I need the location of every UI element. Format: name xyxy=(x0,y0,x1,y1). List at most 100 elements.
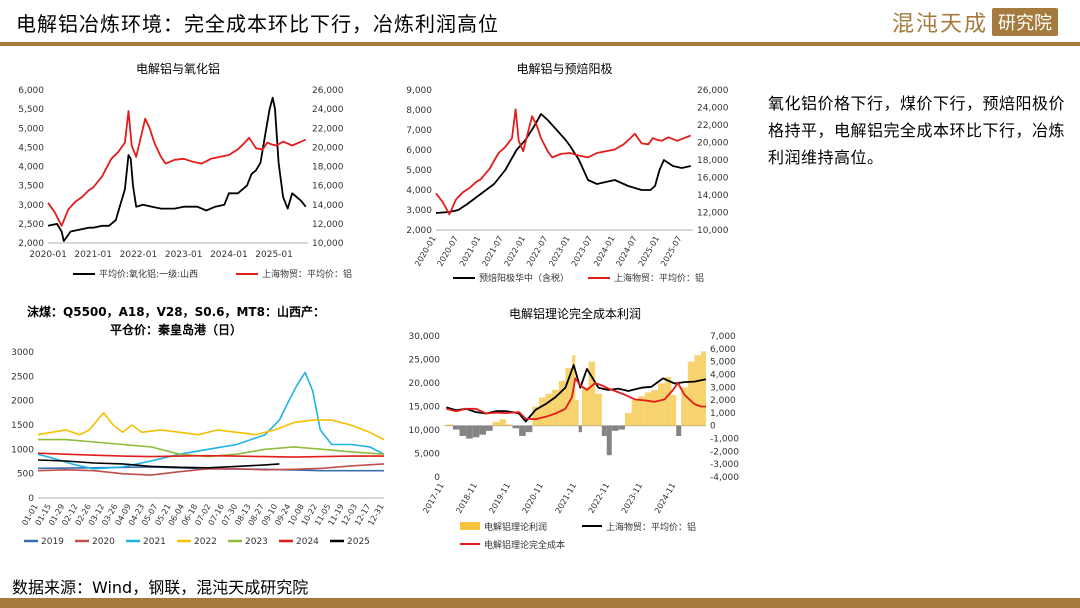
y-tick-right: 14,000 xyxy=(312,201,344,211)
x-tick-label: 2021-11 xyxy=(554,482,579,515)
y-tick-left: 1500 xyxy=(11,421,34,431)
profit-bar xyxy=(694,355,702,426)
chart-title: 电解铝与氧化铝 xyxy=(136,61,220,76)
profit-bar xyxy=(512,425,520,429)
profit-bar xyxy=(466,425,473,439)
profit-bar xyxy=(595,393,602,426)
x-tick-label: 2020-07 xyxy=(436,235,461,268)
y-tick-left: 20,000 xyxy=(409,379,441,389)
profit-bar xyxy=(538,397,546,426)
profit-bar xyxy=(558,380,566,426)
chart-title: 电解铝理论完全成本利润 xyxy=(509,306,641,321)
y-tick-left: 6,000 xyxy=(406,146,432,156)
y-tick-right: 12,000 xyxy=(312,220,344,230)
y-tick-left: 7,000 xyxy=(406,126,432,136)
legend-label: 2019 xyxy=(41,537,64,547)
y-tick-right: 12,000 xyxy=(697,209,729,219)
y-tick-left: 5,000 xyxy=(18,124,44,134)
y-tick-right: -3,000 xyxy=(710,460,739,470)
y-tick-left: 2,500 xyxy=(18,220,44,230)
y-tick-left: 25,000 xyxy=(409,356,441,366)
profit-bar xyxy=(565,368,573,426)
profit-bar xyxy=(658,383,665,426)
x-tick-label: 2022-01 xyxy=(120,250,158,260)
y-tick-right: -1,000 xyxy=(710,435,739,445)
y-tick-right: 3,000 xyxy=(710,383,736,393)
profit-bar xyxy=(545,393,553,426)
y-tick-right: 14,000 xyxy=(697,191,729,201)
profit-bar xyxy=(681,387,688,426)
profit-bar xyxy=(638,396,645,426)
x-tick-label: 2022-11 xyxy=(587,482,612,515)
y-tick-right: 10,000 xyxy=(312,239,344,249)
y-tick-left: 30,000 xyxy=(409,332,441,342)
y-tick-left: 2,000 xyxy=(406,226,432,236)
chart-title: 沫煤：Q5500，A18，V28，S0.6，MT8：山西产： xyxy=(27,304,325,319)
x-tick-label: 2025-01 xyxy=(255,250,293,260)
y-tick-left: 15,000 xyxy=(409,403,441,413)
profit-bar xyxy=(452,425,460,430)
y-tick-left: 0 xyxy=(434,473,440,483)
profit-bar xyxy=(644,392,652,426)
y-tick-left: 0 xyxy=(28,494,34,504)
y-tick-right: 0 xyxy=(710,422,716,432)
profit-bar xyxy=(499,419,506,426)
x-tick-label: 2020-01 xyxy=(413,235,438,268)
profit-bar xyxy=(624,412,632,426)
footer-bar xyxy=(0,598,1080,608)
data-source: 数据来源：Wind，钢联，混沌天成研究院 xyxy=(12,578,309,597)
x-tick-label: 2017-11 xyxy=(421,482,446,515)
x-tick-label: 2023-11 xyxy=(620,482,645,515)
x-tick-label: 2019-11 xyxy=(487,482,512,515)
y-tick-left: 9,000 xyxy=(406,86,432,96)
profit-bar xyxy=(575,400,579,426)
y-tick-left: 4,000 xyxy=(406,186,432,196)
legend-label: 电解铝理论完全成本 xyxy=(484,539,565,551)
legend-label: 电解铝理论利润 xyxy=(484,521,547,533)
profit-bar xyxy=(671,394,677,426)
header-divider xyxy=(0,42,1080,46)
logo: 混沌天成 研究院 xyxy=(892,6,1058,38)
y-tick-right: 7,000 xyxy=(710,332,736,342)
series-line-4 xyxy=(38,438,385,458)
y-tick-left: 5,000 xyxy=(414,450,440,460)
y-tick-left: 3000 xyxy=(11,348,34,358)
series-line-2 xyxy=(37,371,385,470)
legend-label: 上海物贸：平均价：铝 xyxy=(262,268,352,280)
legend-label: 2025 xyxy=(347,537,370,547)
x-tick-label: 2025-07 xyxy=(659,235,684,268)
profit-bar xyxy=(492,421,500,426)
x-tick-label: 2022-07 xyxy=(525,235,550,268)
profit-bar xyxy=(601,425,607,436)
x-tick-label: 2020-01 xyxy=(29,250,67,260)
profit-bar xyxy=(618,425,625,430)
y-tick-left: 6,000 xyxy=(18,86,44,96)
y-tick-right: 20,000 xyxy=(697,139,729,149)
x-tick-label: 2020-11 xyxy=(521,482,546,515)
x-tick-label: 2025-01 xyxy=(637,235,662,268)
legend-label: 平均价:氧化铝:一级:山西 xyxy=(99,268,198,280)
y-tick-left: 5,000 xyxy=(406,166,432,176)
x-tick-label: 2023-07 xyxy=(570,235,595,268)
y-tick-left: 3,000 xyxy=(406,206,432,216)
legend-label: 2021 xyxy=(143,537,166,547)
legend-label: 2022 xyxy=(194,537,217,547)
y-tick-right: 1,000 xyxy=(710,409,736,419)
x-tick-label: 2023-01 xyxy=(547,235,572,268)
y-tick-left: 1000 xyxy=(11,445,34,455)
y-tick-left: 2,000 xyxy=(18,239,44,249)
y-tick-right: 16,000 xyxy=(697,174,729,184)
x-tick-label: 2024-01 xyxy=(210,250,248,260)
y-tick-right: -4,000 xyxy=(710,473,739,483)
x-tick-label: 2021-01 xyxy=(458,235,483,268)
chart-coal: 沫煤：Q5500，A18，V28，S0.6，MT8：山西产： 平仓价：秦皇岛港（日… xyxy=(11,304,386,547)
legend-label: 预焙阳极华中（含税） xyxy=(479,272,569,284)
legend-label: 上海物贸：平均价：铝 xyxy=(614,272,704,284)
profit-bar xyxy=(606,425,612,456)
y-tick-right: 26,000 xyxy=(312,86,344,96)
legend-label: 上海物贸：平均价：铝 xyxy=(606,521,696,533)
profit-bar xyxy=(446,424,453,426)
series-line-3 xyxy=(37,412,385,441)
x-tick-label: 2023-01 xyxy=(165,250,203,260)
profit-bar xyxy=(578,425,582,433)
